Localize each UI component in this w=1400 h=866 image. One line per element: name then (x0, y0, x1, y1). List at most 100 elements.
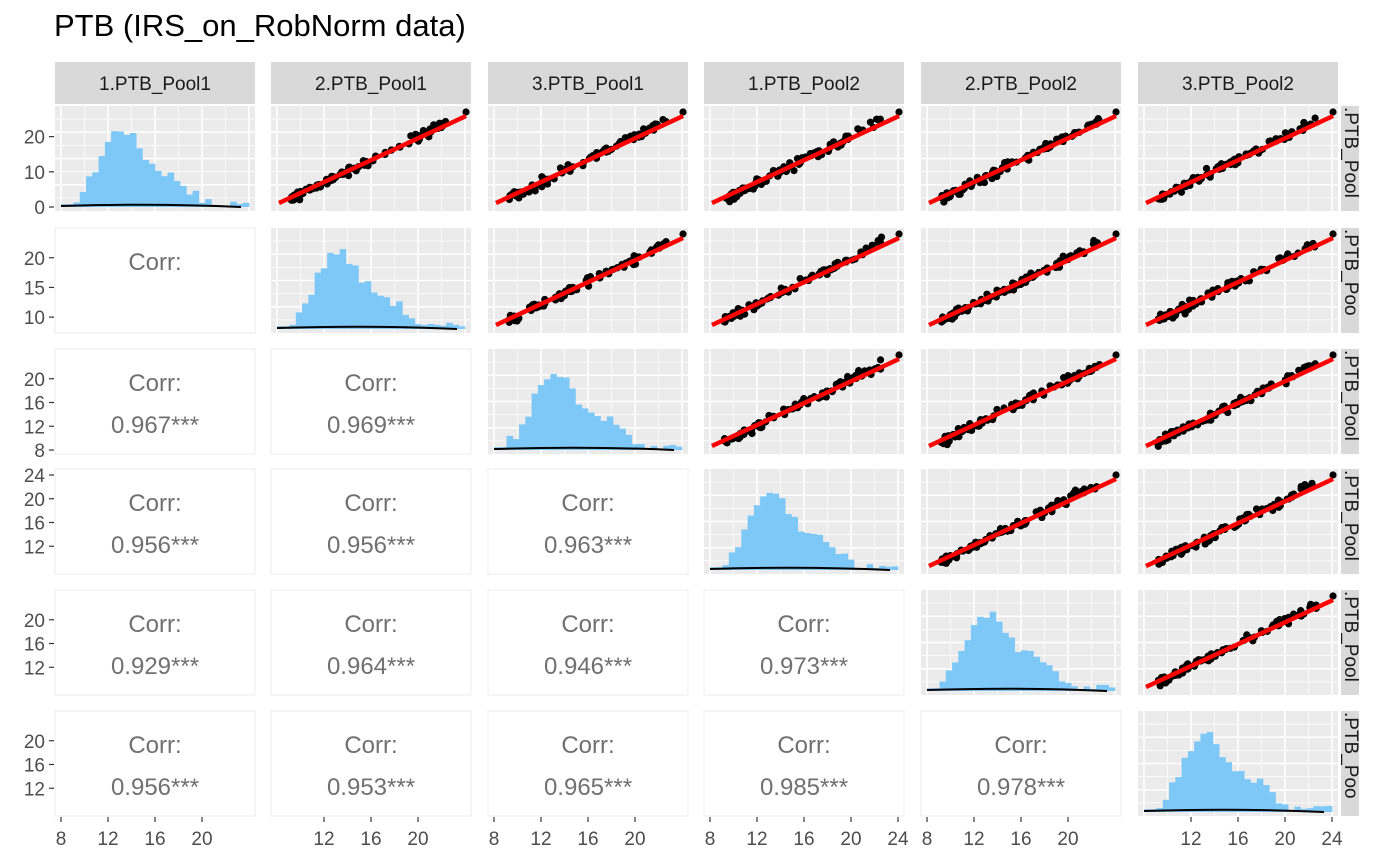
histogram-bar (631, 444, 639, 450)
histogram-bar (581, 408, 589, 450)
histogram-bar (1212, 744, 1220, 812)
histogram-bar (1052, 671, 1059, 691)
histogram-bar (333, 254, 340, 329)
histogram-bar (148, 163, 156, 207)
histogram-bar (1002, 632, 1009, 691)
y-tick-label: 16 (24, 756, 45, 777)
histogram-bar (506, 435, 514, 450)
y-tick-label: 20 (24, 249, 45, 270)
x-tick-label: 12 (1180, 829, 1201, 850)
column-strip (271, 62, 471, 104)
corr-panel (54, 589, 256, 696)
histogram-bar (1219, 757, 1226, 812)
histogram-bar (1169, 782, 1176, 812)
histogram-bar (364, 281, 372, 329)
column-strip-label: 2.PTB_Pool2 (965, 74, 1077, 95)
y-tick-label: 20 (24, 370, 45, 391)
histogram-bar (1263, 785, 1270, 812)
row-strip (1341, 469, 1359, 574)
histogram-bar (785, 514, 792, 570)
corr-value: 0.978*** (977, 774, 1065, 801)
corr-label: Corr: (128, 732, 181, 759)
histogram-bar (735, 547, 742, 570)
histogram-bar (1281, 804, 1289, 812)
histogram-bar (1187, 751, 1195, 812)
histogram-bar (1162, 799, 1170, 812)
column-strip (488, 62, 688, 104)
histogram-bar (458, 326, 466, 329)
fit-line (928, 113, 1117, 206)
histogram-bar (173, 180, 181, 207)
column-strip-label: 3.PTB_Pool2 (1182, 74, 1294, 95)
histogram-bar (327, 252, 334, 329)
histogram-bar (314, 272, 322, 329)
histogram-bar (192, 190, 200, 207)
corr-label: Corr: (777, 611, 830, 638)
corr-label: Corr: (344, 611, 397, 638)
corr-label: Corr: (128, 249, 181, 276)
histogram-bar (544, 379, 551, 450)
histogram-bar (1238, 771, 1245, 812)
density-line (926, 687, 1108, 692)
histogram-bar (1064, 682, 1072, 691)
scatter-point (1201, 540, 1209, 548)
corr-panel (54, 710, 256, 817)
x-tick-label: 12 (530, 829, 551, 850)
histogram-bar (1102, 684, 1110, 691)
row-strip-label: .PTB_Pool (1340, 107, 1361, 198)
histogram-bar (117, 131, 124, 207)
histogram-bar (625, 434, 633, 450)
scatter-point (895, 351, 903, 359)
histogram-bar (1225, 762, 1233, 812)
fit-line (1145, 235, 1334, 328)
scatter-point (1311, 114, 1319, 122)
histogram-bar (1319, 806, 1327, 812)
fit-line (1145, 476, 1334, 569)
scatter-point (1329, 592, 1337, 600)
histogram-bar (613, 424, 620, 450)
x-tick-label: 16 (1010, 829, 1031, 850)
column-strip (1138, 62, 1338, 104)
histogram-bar (358, 282, 366, 329)
y-tick-label: 0 (34, 198, 45, 219)
histogram-bar (964, 640, 972, 691)
corr-panel (703, 710, 905, 817)
histogram-bar (525, 416, 532, 450)
y-tick-label: 24 (24, 466, 46, 487)
x-tick-label: 20 (624, 829, 645, 850)
histogram-bar (320, 268, 328, 329)
histogram-bar (1250, 782, 1258, 812)
corr-value: 0.956*** (111, 774, 199, 801)
histogram-bar (885, 566, 893, 570)
row-strip-group: .PTB_Pool (1341, 470, 1359, 561)
histogram-bar (1325, 805, 1333, 812)
histogram-bar (728, 552, 736, 570)
density-line (1143, 808, 1325, 813)
scatter-point (407, 132, 415, 140)
scatter-point (1329, 471, 1337, 479)
histogram-bar (408, 318, 416, 329)
histogram-bar (1306, 808, 1314, 812)
histogram-bar (675, 446, 683, 450)
corr-label: Corr: (561, 490, 614, 517)
y-tick-label: 10 (24, 163, 45, 184)
scatter-point (1243, 631, 1251, 639)
x-tick-label: 12 (963, 829, 984, 850)
histogram-bar (531, 393, 539, 450)
y-tick-label: 16 (24, 635, 45, 656)
corr-label: Corr: (344, 732, 397, 759)
y-tick-label: 10 (24, 308, 45, 329)
corr-value: 0.965*** (544, 774, 632, 801)
x-tick-label: 24 (887, 829, 909, 850)
corr-panel (270, 468, 472, 575)
histogram-bar (1175, 777, 1182, 812)
column-strip (921, 62, 1121, 104)
scatter-point (659, 115, 667, 124)
corr-panel (487, 710, 689, 817)
corr-panel (920, 710, 1122, 817)
histogram-bar (537, 385, 545, 450)
scatter-point (876, 356, 885, 364)
scatter-point (895, 108, 903, 116)
y-tick-label: 16 (24, 394, 45, 415)
y-tick-label: 16 (24, 514, 45, 535)
